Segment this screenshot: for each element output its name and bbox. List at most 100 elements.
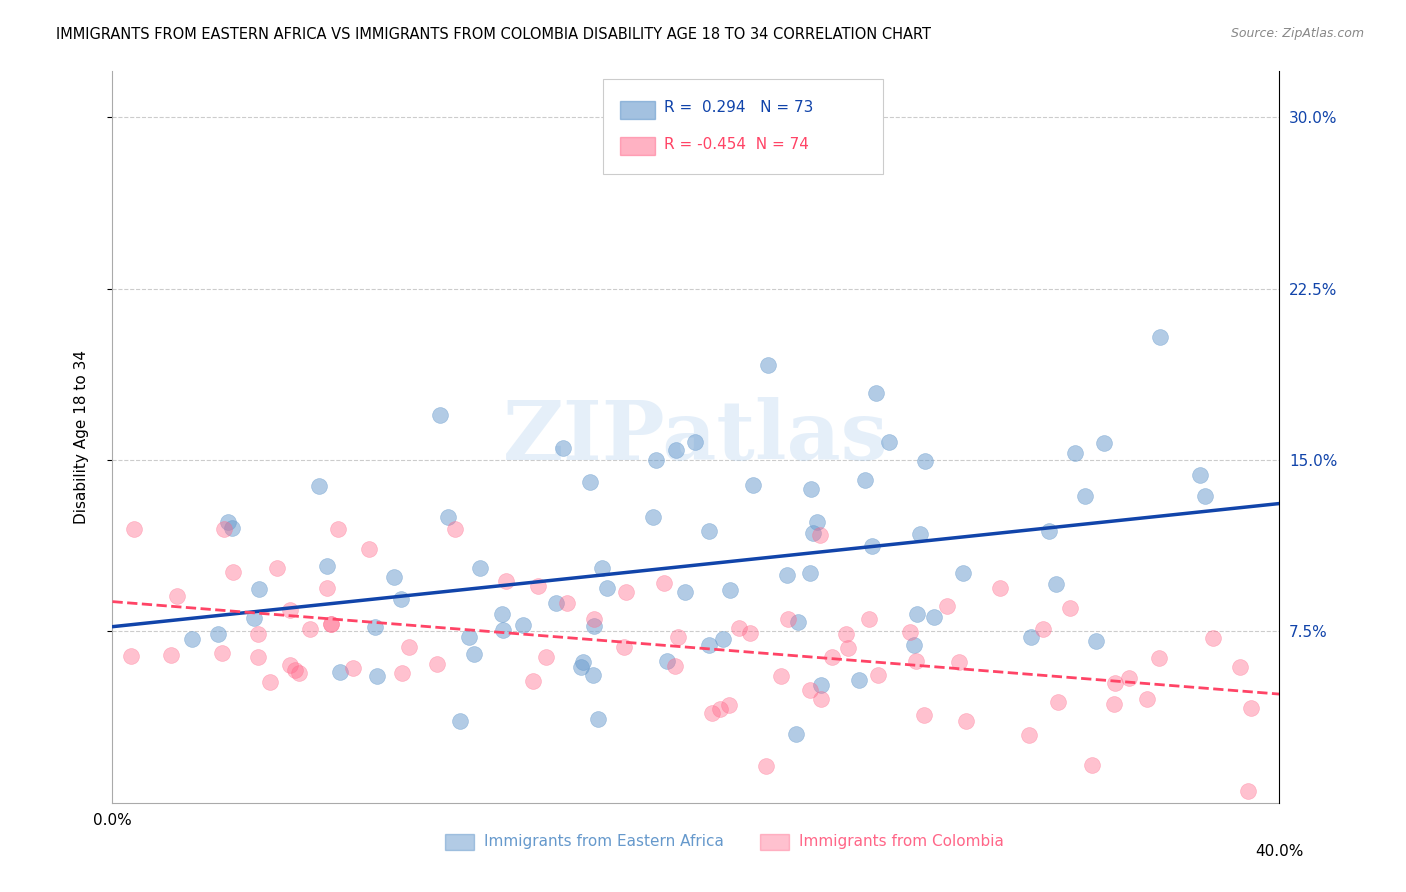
Point [799,682,821,697]
Point [429,408,451,422]
Point [770,669,793,683]
Point [246,649,269,664]
Point [470,561,492,575]
Point [579,475,602,490]
Point [1102,697,1125,711]
Point [697,524,720,539]
Text: R =  0.294   N = 73: R = 0.294 N = 73 [665,101,814,115]
Point [522,674,544,689]
Point [583,612,606,626]
Point [948,655,970,669]
Point [858,612,880,626]
Point [247,582,270,596]
Point [512,617,534,632]
Point [657,654,679,668]
Point [181,632,204,646]
Point [786,615,808,630]
Point [914,454,936,468]
FancyBboxPatch shape [620,137,655,155]
Point [221,521,243,535]
Point [799,566,821,580]
Point [1229,659,1251,673]
Point [457,630,479,644]
Point [299,623,322,637]
Point [211,646,233,660]
Point [905,654,928,668]
Point [207,627,229,641]
Point [1094,436,1116,450]
Point [785,727,807,741]
Point [952,566,974,580]
Point [266,560,288,574]
Point [1240,700,1263,714]
Point [426,657,449,671]
Point [1118,671,1140,685]
Point [222,565,245,579]
Point [935,599,957,613]
Point [666,630,689,644]
Point [1019,630,1042,644]
Point [308,479,330,493]
Point [319,616,342,631]
Text: IMMIGRANTS FROM EASTERN AFRICA VS IMMIGRANTS FROM COLOMBIA DISABILITY AGE 18 TO : IMMIGRANTS FROM EASTERN AFRICA VS IMMIGR… [56,27,931,42]
Point [1080,757,1102,772]
Point [557,596,579,610]
Point [685,435,707,450]
Point [544,596,567,610]
Point [912,708,935,723]
Point [713,632,735,646]
Point [444,521,467,535]
Point [315,559,337,574]
Point [1063,445,1085,459]
Point [718,582,741,597]
Point [588,711,610,725]
Point [924,610,946,624]
Point [259,674,281,689]
Point [527,579,550,593]
Point [1059,600,1081,615]
Point [810,691,832,706]
FancyBboxPatch shape [761,834,789,850]
Point [591,561,613,575]
Point [1149,651,1171,665]
Point [837,641,859,656]
Point [903,638,925,652]
Point [582,619,605,633]
Point [1018,728,1040,742]
Text: R = -0.454  N = 74: R = -0.454 N = 74 [665,137,810,152]
Point [664,658,686,673]
FancyBboxPatch shape [620,101,655,119]
Point [865,386,887,401]
Point [326,521,349,535]
Text: Immigrants from Colombia: Immigrants from Colombia [799,834,1004,849]
Point [806,515,828,529]
Point [776,568,799,582]
Y-axis label: Disability Age 18 to 34: Disability Age 18 to 34 [75,350,89,524]
Point [1237,784,1260,798]
Point [491,607,513,621]
Point [319,616,342,631]
Point [1038,524,1060,539]
Point [212,521,235,535]
Point [120,648,142,663]
Point [1136,692,1159,706]
Point [848,673,870,687]
Point [534,649,557,664]
Point [709,702,731,716]
Point [1202,631,1225,645]
Point [742,478,765,492]
Point [1149,330,1171,344]
Point [728,621,751,635]
Point [862,539,884,553]
Point [755,759,778,773]
Point [398,640,420,655]
Point [801,525,824,540]
Point [247,627,270,641]
Point [955,714,977,729]
Text: ZIPatlas: ZIPatlas [503,397,889,477]
Point [613,640,636,654]
Point [820,649,842,664]
Point [159,648,181,662]
Point [288,666,311,681]
Point [776,612,799,626]
